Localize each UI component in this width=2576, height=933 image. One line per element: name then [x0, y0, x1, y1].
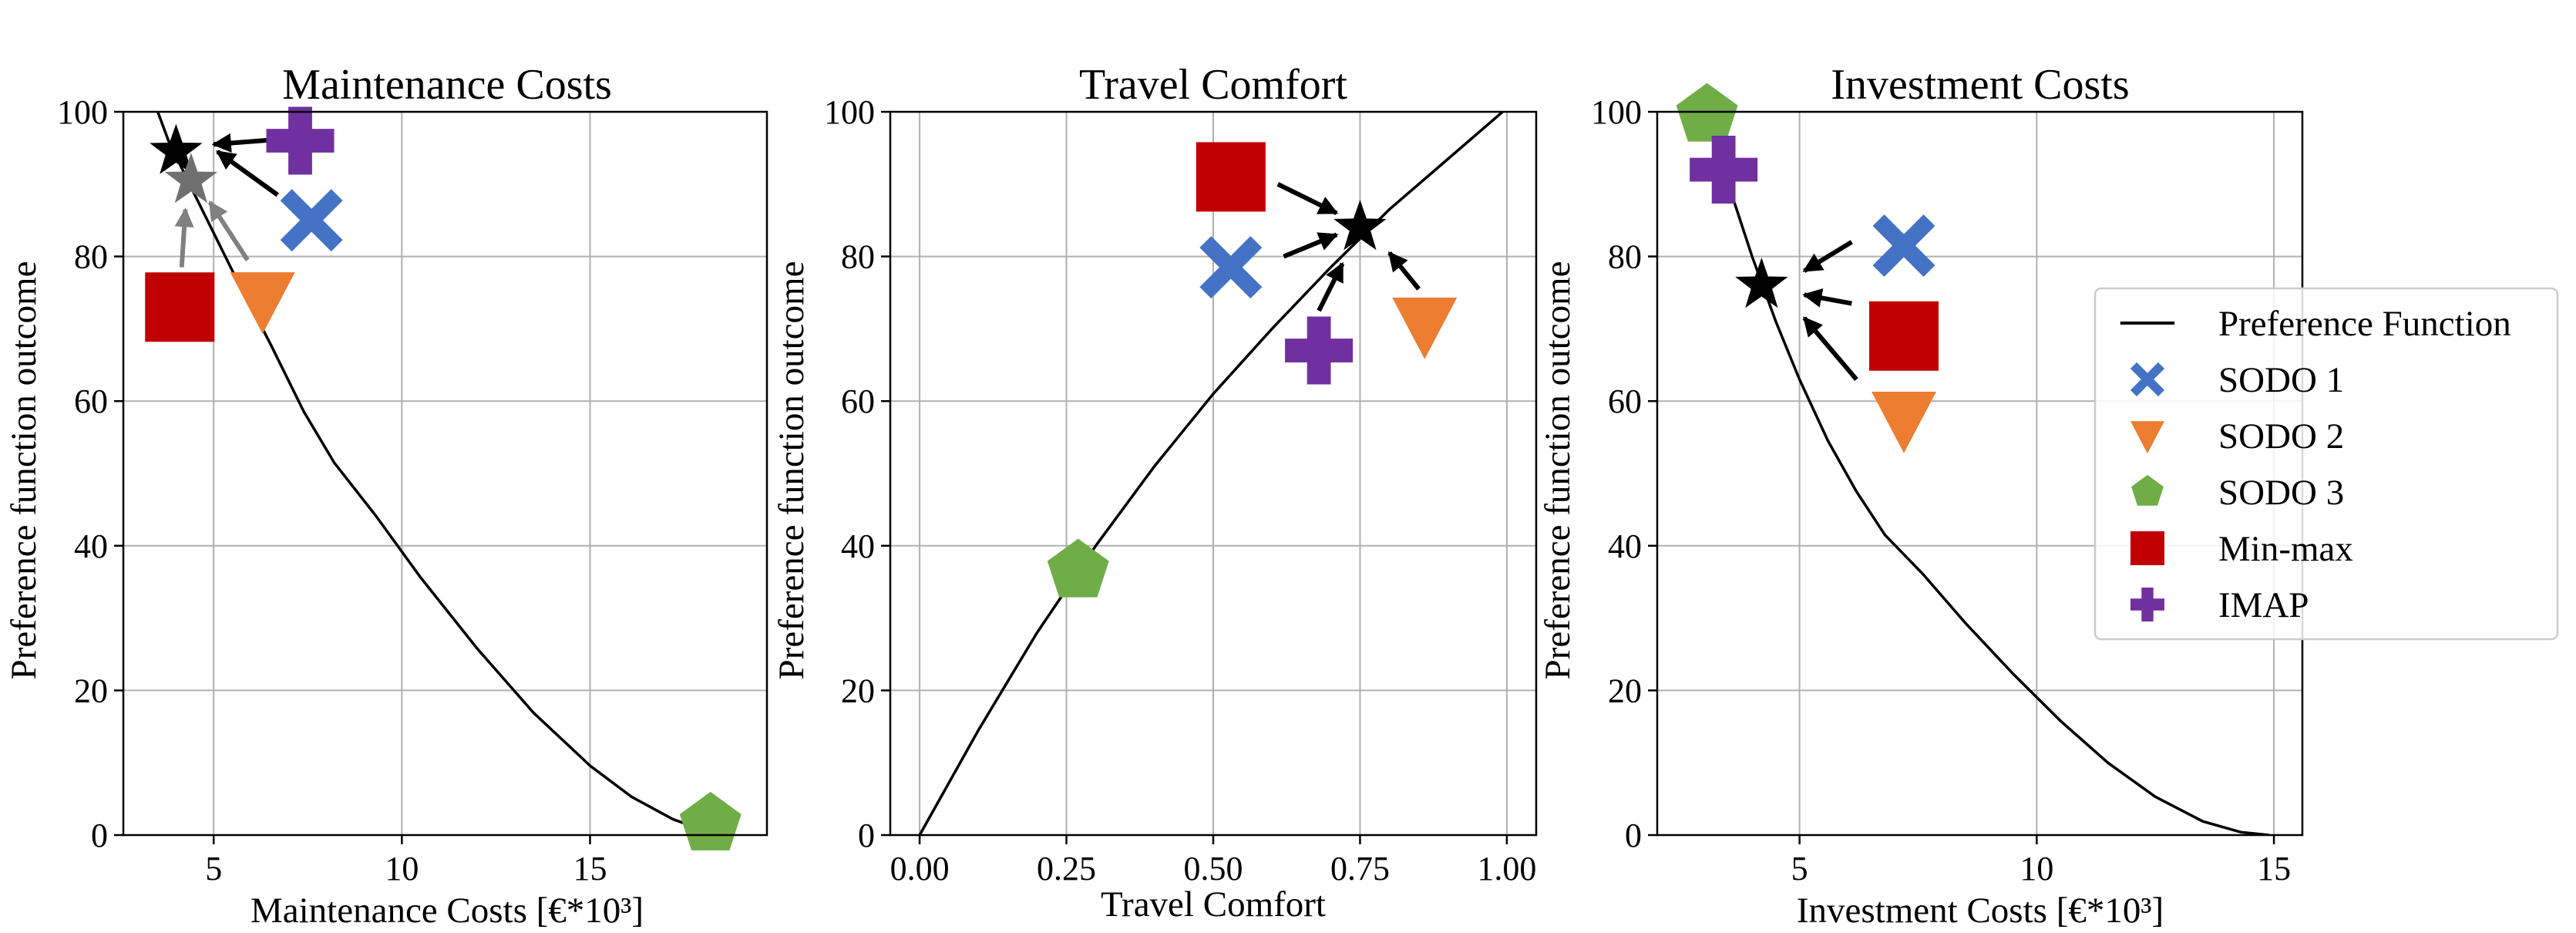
y-axis-title: Preference function outcome: [4, 261, 44, 680]
legend-label: IMAP: [2218, 585, 2309, 625]
plot-area: [890, 111, 1536, 836]
marker-sodo-1: [1872, 214, 1935, 277]
legend-swatch: [2130, 421, 2164, 454]
legend-label: SODO 3: [2218, 473, 2344, 513]
annotation-arrow: [1276, 182, 1339, 216]
y-tick-label: 20: [1608, 672, 1642, 709]
y-tick-label: 60: [1608, 382, 1642, 420]
star-marker: [1735, 258, 1788, 308]
y-tick-label: 60: [74, 382, 108, 420]
star-marker: [1333, 200, 1387, 251]
x-tick-label: 0.00: [890, 850, 950, 888]
legend-entry: Preference Function: [2120, 304, 2511, 344]
y-tick-label: 40: [841, 527, 875, 565]
y-tick-label: 60: [841, 382, 875, 420]
axes-frame: [122, 110, 768, 837]
y-tick-label: 100: [1591, 93, 1642, 131]
x-axis-title: Maintenance Costs [€*10³]: [251, 891, 644, 931]
legend-entry: Min-max: [2130, 529, 2353, 569]
legend-label: SODO 1: [2218, 360, 2344, 400]
panel-maintenance-costs: Maintenance Costs Maintenance Costs [€*1…: [4, 61, 768, 931]
annotation-arrow: [216, 150, 279, 197]
legend: Preference Function SODO 1 SODO 2 SODO 3 Min…: [2093, 287, 2559, 641]
y-tick-label: 80: [1608, 238, 1642, 276]
preference-function-line: [156, 112, 726, 835]
annotation-arrow: [1802, 316, 1858, 382]
marker-sodo-3: [679, 791, 742, 850]
legend-label: Preference Function: [2218, 304, 2511, 344]
x-tick-label: 0.75: [1330, 850, 1390, 888]
legend-entry: SODO 3: [2131, 473, 2344, 513]
annotation-arrow: [1317, 261, 1345, 312]
y-tick-label: 40: [74, 527, 108, 565]
marker-min-max: [145, 272, 215, 342]
marker-imap: [1690, 136, 1758, 204]
y-tick-label: 100: [57, 93, 108, 131]
panel-title: Travel Comfort: [1079, 61, 1347, 109]
legend-box: [2093, 287, 2559, 641]
panel-investment-costs: Investment Costs Investment Costs [€*10³…: [1538, 61, 2304, 931]
legend-entry: SODO 2: [2130, 416, 2344, 456]
y-tick-label: 80: [74, 238, 108, 276]
y-tick-label: 0: [91, 817, 108, 854]
annotation-arrow: [1283, 232, 1339, 259]
y-axis-title: Preference function outcome: [1538, 261, 1578, 680]
legend-swatch: [2130, 531, 2164, 565]
plot-area: [123, 106, 767, 850]
marker-min-max: [1196, 142, 1266, 212]
legend-entry: SODO 1: [2130, 360, 2344, 400]
y-axis-title: Preference function outcome: [772, 261, 812, 680]
annotation-arrow: [207, 200, 250, 261]
star-marker: [164, 153, 218, 204]
x-tick-label: 5: [205, 850, 222, 888]
marker-sodo-1: [1199, 236, 1263, 299]
x-axis-title: Investment Costs [€*10³]: [1797, 891, 2164, 931]
star-marker: [150, 123, 203, 174]
marker-imap: [1285, 316, 1354, 385]
x-tick-label: 10: [2019, 850, 2053, 888]
annotation-arrow: [174, 207, 194, 268]
y-tick-label: 100: [824, 93, 875, 131]
y-tick-label: 0: [1625, 817, 1642, 854]
x-tick-label: 5: [1791, 850, 1808, 888]
legend-swatch: [2130, 588, 2164, 621]
marker-sodo-2: [1871, 391, 1937, 453]
x-tick-label: 0.25: [1037, 850, 1096, 888]
marker-sodo-3: [1047, 538, 1109, 598]
panel-title: Investment Costs: [1831, 61, 2129, 109]
legend-label: Min-max: [2218, 529, 2353, 569]
legend-label: SODO 2: [2218, 416, 2344, 456]
marker-sodo-2: [1392, 298, 1458, 359]
x-tick-label: 0.50: [1184, 850, 1243, 888]
y-tick-label: 20: [74, 672, 108, 709]
x-axis-title: Travel Comfort: [1101, 884, 1326, 925]
annotation-arrow: [1802, 288, 1852, 308]
y-tick-label: 80: [841, 238, 875, 276]
marker-sodo-2: [230, 272, 295, 334]
x-tick-label: 15: [2257, 850, 2291, 888]
panel-travel-comfort: Travel Comfort Travel Comfort Preference…: [772, 61, 1538, 925]
x-tick-label: 15: [573, 850, 607, 888]
annotation-arrow: [1802, 240, 1853, 273]
y-tick-label: 40: [1608, 527, 1642, 565]
x-tick-label: 1.00: [1477, 850, 1536, 888]
legend-swatch: [2130, 362, 2165, 397]
preference-function-line: [918, 112, 1505, 835]
panel-title: Maintenance Costs: [282, 61, 612, 109]
y-tick-label: 20: [841, 672, 875, 709]
x-tick-label: 10: [385, 850, 419, 888]
marker-imap: [266, 106, 335, 175]
legend-swatch: [2131, 475, 2164, 506]
marker-min-max: [1869, 301, 1939, 371]
legend-entry: IMAP: [2130, 585, 2309, 625]
annotation-arrow: [1387, 251, 1421, 291]
marker-sodo-1: [280, 189, 343, 252]
y-tick-label: 0: [858, 817, 875, 854]
